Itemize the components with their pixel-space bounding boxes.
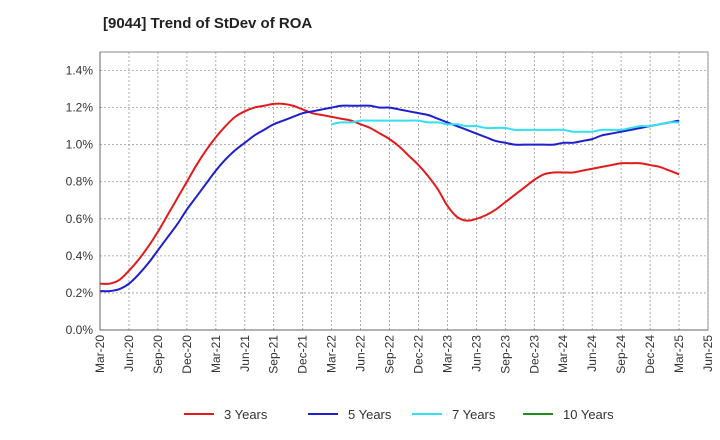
x-tick-label: Dec-21	[296, 335, 310, 374]
x-tick-label: Dec-20	[180, 335, 194, 374]
y-tick-label: 0.2%	[66, 286, 94, 300]
x-tick-label: Sep-21	[267, 335, 281, 374]
x-tick-label: Mar-20	[93, 335, 107, 373]
y-tick-label: 1.0%	[66, 138, 94, 152]
x-tick-label: Mar-22	[325, 335, 339, 373]
x-tick-label: Sep-24	[614, 335, 628, 374]
legend-label-7-years: 7 Years	[452, 407, 496, 422]
x-tick-label: Sep-20	[151, 335, 165, 374]
y-tick-label: 0.0%	[66, 323, 94, 337]
series-line-7-years	[331, 119, 680, 133]
series-line-5-years	[99, 104, 680, 293]
x-tick-label: Jun-20	[122, 335, 136, 372]
x-tick-label: Dec-24	[643, 335, 657, 374]
series-layer	[99, 102, 680, 293]
legend-label-10-years: 10 Years	[563, 407, 614, 422]
x-tick-label: Jun-25	[701, 335, 715, 372]
plot-frame	[99, 51, 709, 331]
y-tick-label: 0.6%	[66, 212, 94, 226]
legend-label-5-years: 5 Years	[348, 407, 392, 422]
x-tick-label: Jun-21	[238, 335, 252, 372]
y-tick-label: 1.4%	[66, 64, 94, 78]
x-tick-label: Sep-22	[383, 335, 397, 374]
x-tick-label: Mar-23	[440, 335, 454, 373]
legend: 3 Years 5 Years 7 Years 10 Years	[184, 407, 614, 422]
series-line-3-years	[99, 102, 680, 285]
x-tick-label: Mar-24	[556, 335, 570, 373]
y-axis-ticks: 0.0% 0.2% 0.4% 0.6% 0.8% 1.0% 1.2% 1.4%	[66, 64, 94, 337]
x-tick-label: Jun-24	[585, 335, 599, 372]
x-tick-label: Jun-22	[354, 335, 368, 372]
x-tick-label: Mar-21	[209, 335, 223, 373]
x-tick-label: Dec-22	[411, 335, 425, 374]
x-tick-label: Jun-23	[469, 335, 483, 372]
y-tick-label: 0.8%	[66, 175, 94, 189]
x-axis-ticks: Mar-20 Jun-20 Sep-20 Dec-20 Mar-21 Jun-21 Sep-…	[93, 335, 715, 374]
x-tick-label: Dec-23	[527, 335, 541, 374]
y-tick-label: 0.4%	[66, 249, 94, 263]
x-tick-label: Sep-23	[498, 335, 512, 374]
x-tick-label: Mar-25	[672, 335, 686, 373]
chart-title: [9044] Trend of StDev of ROA	[103, 15, 313, 32]
axes	[99, 52, 708, 331]
legend-label-3-years: 3 Years	[224, 407, 268, 422]
plot-area	[99, 51, 709, 331]
y-tick-label: 1.2%	[66, 101, 94, 115]
